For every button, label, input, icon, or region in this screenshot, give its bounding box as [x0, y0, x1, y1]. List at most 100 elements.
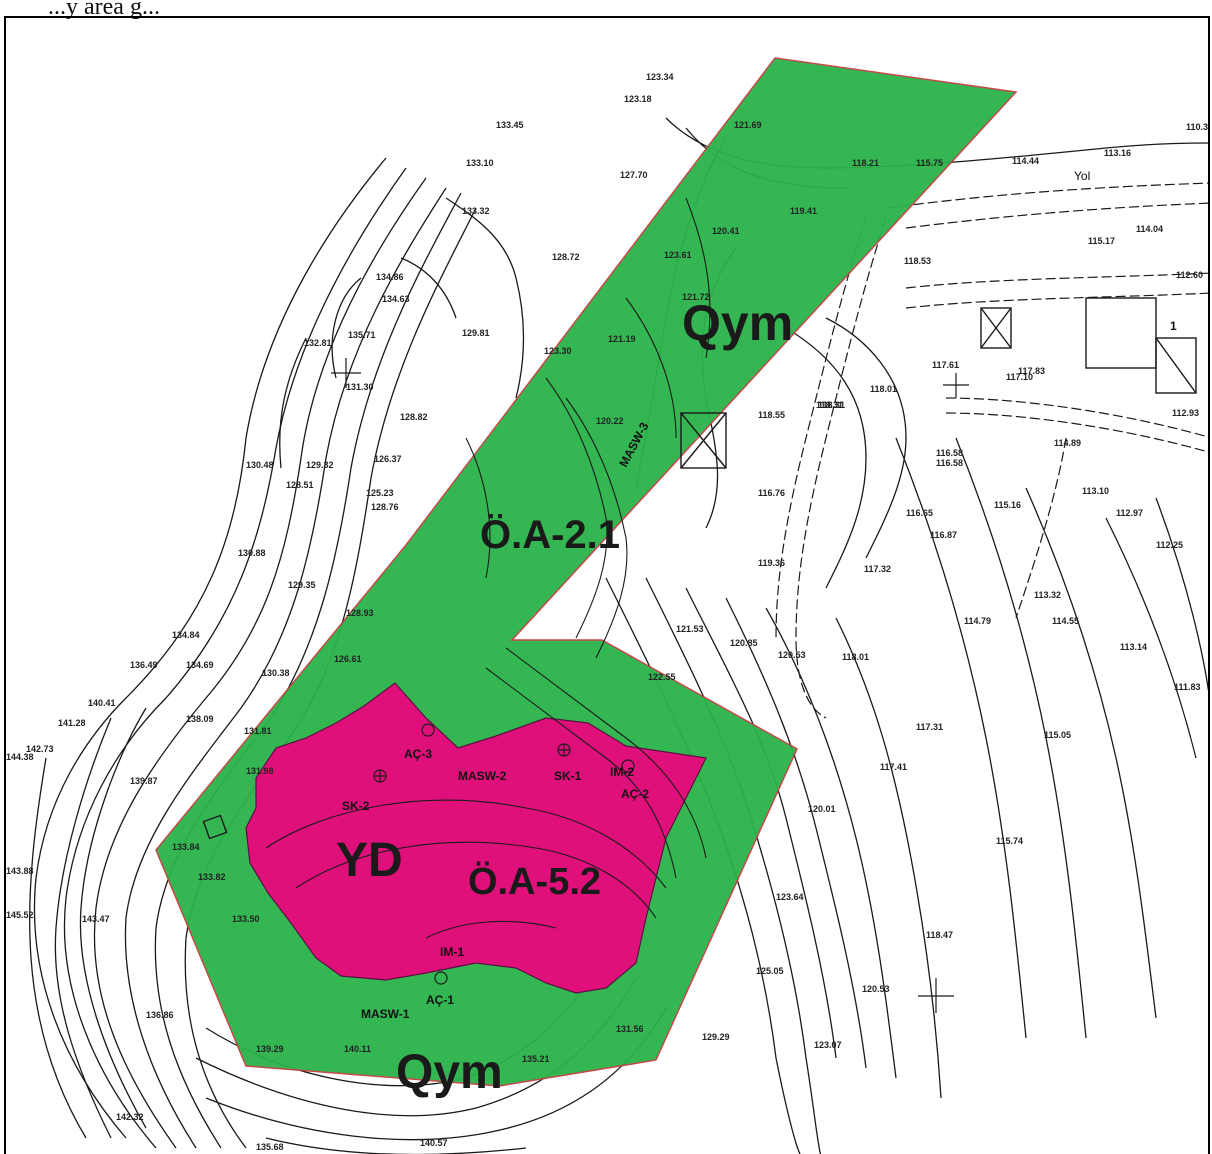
elevation-label: 116.76: [758, 488, 785, 498]
map-frame: 123.34 123.18 133.45 133.10 127.70 133.32 128.…: [4, 16, 1210, 1154]
zone-label-oa-52: Ö.A-5.2: [468, 860, 601, 903]
elevation-label: 118.01: [870, 384, 897, 394]
zone-label-qym-top: Qym: [682, 295, 793, 351]
elevation-label: 114.89: [1054, 438, 1081, 448]
structures: [202, 297, 1197, 840]
elevation-label: 140.57: [420, 1138, 448, 1148]
elevation-label: 117.31: [916, 722, 943, 732]
elevation-label: 140.41: [88, 698, 116, 708]
road-lines: [775, 182, 1208, 719]
elevation-label: 120.85: [730, 638, 758, 648]
elevation-label: 114.79: [964, 616, 991, 626]
elevation-label: 131.30: [346, 382, 374, 392]
elevation-label: 131.98: [246, 766, 274, 776]
elevation-label: 128.93: [346, 608, 374, 618]
elevation-label: 126.37: [374, 454, 402, 464]
elevation-label: 134.84: [172, 630, 200, 640]
elevation-labels: 123.34 123.18 133.45 133.10 127.70 133.32 128.…: [6, 72, 1208, 1152]
elevation-label: 135.71: [348, 330, 376, 340]
elevation-label: 112.93: [1172, 408, 1199, 418]
elevation-label: 133.84: [172, 842, 200, 852]
elevation-label: 116.58: [936, 448, 963, 458]
elevation-label: 111.83: [1174, 682, 1201, 692]
elevation-label: 115.17: [1088, 236, 1115, 246]
topographic-map: 123.34 123.18 133.45 133.10 127.70 133.32 128.…: [6, 57, 1208, 1154]
elevation-label: 121.69: [734, 120, 762, 130]
elevation-label: 117.10: [1006, 372, 1033, 382]
elevation-label: 125.05: [756, 966, 784, 976]
zone-label-oa-21: Ö.A-2.1: [480, 512, 620, 557]
zone-label-yd: YD: [336, 834, 403, 887]
elevation-label: 118.53: [904, 256, 931, 266]
label-ac-2: AÇ-2: [621, 787, 649, 801]
elevation-label: 126.61: [334, 654, 362, 664]
zone-label-qym-bottom: Qym: [396, 1046, 503, 1099]
elevation-label: 120.53: [862, 984, 890, 994]
survey-points: [331, 358, 969, 1013]
elevation-label: 136.49: [130, 660, 158, 670]
elevation-label: 128.72: [552, 252, 580, 262]
elevation-label: 139.87: [130, 776, 158, 786]
elevation-label: 121.53: [676, 624, 704, 634]
elevation-label: 127.70: [620, 170, 648, 180]
elevation-label: 117.41: [880, 762, 907, 772]
elevation-label: 110.3: [1186, 122, 1208, 132]
elevation-label: 133.32: [462, 206, 490, 216]
elevation-label: 142.73: [26, 744, 54, 754]
elevation-label: 130.38: [262, 668, 290, 678]
elevation-label: 120.41: [712, 226, 740, 236]
elevation-label: 119.36: [758, 558, 785, 568]
zone-labels: Qym Ö.A-2.1 YD Ö.A-5.2 Qym: [336, 295, 793, 1099]
elevation-label: 133.45: [496, 120, 524, 130]
elevation-label: 114.04: [1136, 224, 1163, 234]
elevation-label: 128.82: [400, 412, 428, 422]
page-caption: ...y area g...: [48, 0, 160, 20]
label-sk-1: SK-1: [554, 769, 582, 783]
elevation-label: 113.14: [1120, 642, 1147, 652]
elevation-label: 138.09: [186, 714, 214, 724]
elevation-label: 115.74: [996, 836, 1023, 846]
elevation-label: 118.01: [842, 652, 869, 662]
elevation-label: 135.68: [256, 1142, 284, 1152]
label-ac-3: AÇ-3: [404, 747, 432, 761]
elevation-label: 128.76: [371, 502, 399, 512]
elevation-label: 117.83: [1018, 366, 1045, 376]
overlay-contours: [265, 197, 711, 939]
elevation-label: 118.31: [818, 400, 845, 410]
elevation-label: 132.81: [304, 338, 332, 348]
elevation-label: 142.32: [116, 1112, 144, 1122]
yd-zone: [245, 682, 707, 994]
elevation-label: 112.60: [1176, 270, 1203, 280]
elevation-label: 130.88: [238, 548, 266, 558]
elevation-label: 115.16: [994, 500, 1021, 510]
label-masw-1: MASW-1: [361, 1007, 410, 1021]
elevation-label: 123.64: [776, 892, 804, 902]
elevation-label: 131.81: [244, 726, 272, 736]
elevation-label: 113.32: [1034, 590, 1061, 600]
elevation-label: 145.52: [6, 910, 34, 920]
elevation-label: 125.23: [366, 488, 394, 498]
elevation-label: 123.34: [646, 72, 674, 82]
elevation-label: 120.22: [596, 416, 624, 426]
elevation-label: 117.61: [932, 360, 959, 370]
label-im-1: IM-1: [440, 945, 464, 959]
elevation-label: 140.11: [344, 1044, 371, 1054]
elevation-label: 116.65: [906, 508, 933, 518]
elevation-label: 130.48: [246, 460, 274, 470]
elevation-label: 136.86: [146, 1010, 174, 1020]
elevation-label: 113.10: [1082, 486, 1109, 496]
elevation-label: 134.63: [382, 294, 410, 304]
elevation-label: 134.86: [376, 272, 404, 282]
elevation-label: 114.55: [1052, 616, 1079, 626]
elevation-label: 128.51: [286, 480, 314, 490]
label-ac-1: AÇ-1: [426, 993, 454, 1007]
elevation-label: 118.21: [852, 158, 879, 168]
elevation-label: 143.47: [82, 914, 110, 924]
elevation-label: 131.56: [616, 1024, 644, 1034]
elevation-label: 141.28: [58, 718, 86, 728]
elevation-label: 119.41: [790, 206, 817, 216]
elevation-label: 118.47: [926, 930, 953, 940]
elevation-label: 123.18: [624, 94, 652, 104]
elevation-label: 120.01: [808, 804, 836, 814]
elevation-label: 122.55: [648, 672, 676, 682]
